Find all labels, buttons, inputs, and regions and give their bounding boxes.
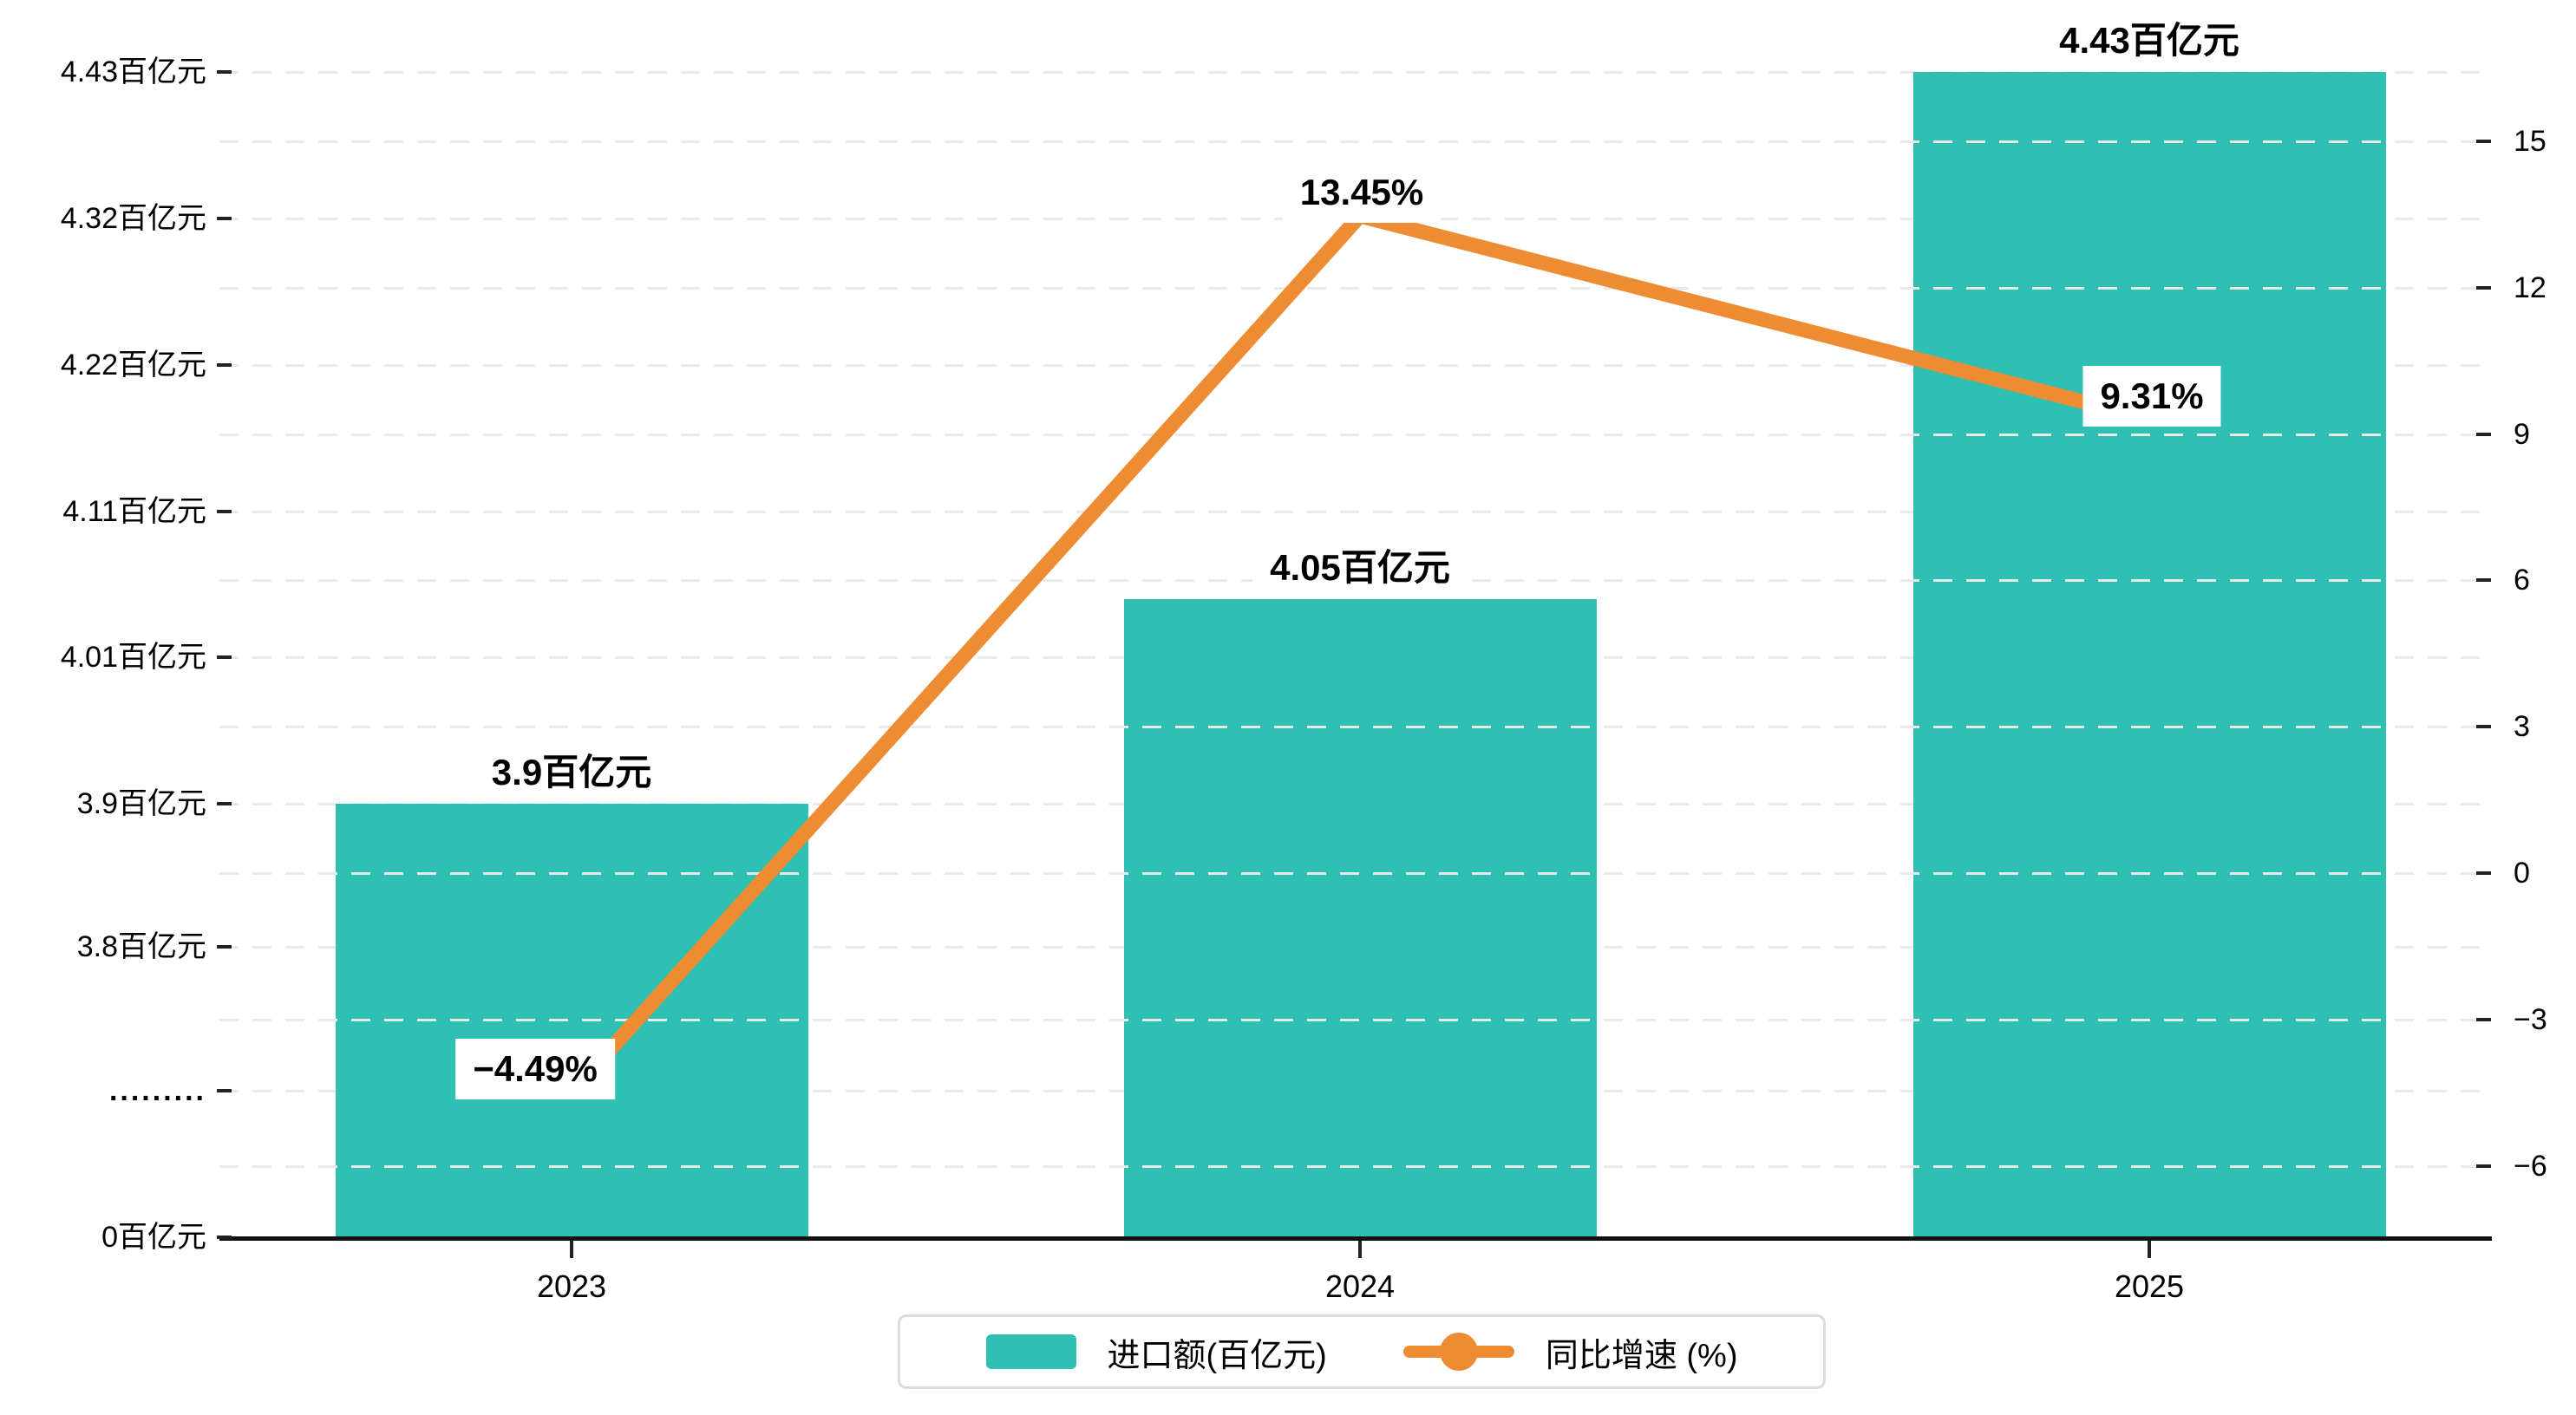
bar-series-swatch	[985, 1334, 1076, 1369]
bar-value-label: 4.43百亿元	[2042, 10, 2257, 71]
right-axis-tick	[2476, 140, 2491, 143]
left-axis-tick	[217, 1236, 232, 1239]
gridline-left-axis	[219, 511, 2492, 513]
x-axis-tick	[2148, 1241, 2151, 1258]
legend-item-growth[interactable]: 同比增速 (%)	[1402, 1328, 1738, 1376]
right-axis-tick-label: 9	[2514, 418, 2530, 451]
x-axis-category-label: 2023	[536, 1268, 607, 1304]
left-axis-tick	[217, 70, 232, 74]
left-axis-tick	[217, 363, 232, 367]
gridline-left-axis	[219, 71, 2492, 74]
legend: 进口额(百亿元) 同比增速 (%)	[898, 1314, 1826, 1389]
bar-value-label: 3.9百亿元	[474, 742, 670, 803]
right-axis-tick	[2476, 725, 2491, 728]
right-axis-tick-label: 0	[2514, 857, 2530, 890]
legend-label-growth: 同比增速 (%)	[1545, 1337, 1738, 1374]
left-axis-tick	[217, 802, 232, 805]
x-axis-tick	[1358, 1241, 1362, 1258]
gridline-right-axis	[219, 726, 2492, 728]
right-axis-tick-label: 3	[2514, 710, 2530, 743]
right-axis-tick-label: −3	[2514, 1003, 2547, 1036]
left-axis-tick-label: 3.9百亿元	[76, 787, 206, 820]
right-axis-tick-label: −6	[2514, 1150, 2547, 1183]
legend-label-imports: 进口额(百亿元)	[1107, 1337, 1327, 1374]
line-series-swatch	[1402, 1332, 1514, 1372]
gridline-right-axis	[219, 287, 2492, 290]
right-axis-tick	[2476, 871, 2491, 875]
left-axis-tick-label: 4.22百亿元	[60, 349, 206, 381]
left-axis-tick-label: .........	[108, 1074, 206, 1107]
right-axis-tick-label: 12	[2514, 271, 2547, 304]
line-swatch-dot	[1439, 1333, 1478, 1371]
left-axis-tick	[217, 945, 232, 949]
left-axis-tick-label: 4.01百亿元	[60, 641, 206, 674]
left-axis-tick-label: 4.11百亿元	[62, 495, 206, 528]
left-axis-tick	[217, 655, 232, 659]
left-axis-tick-label: 0百亿元	[101, 1221, 206, 1254]
right-axis-tick	[2476, 433, 2491, 436]
gridline-right-axis	[219, 434, 2492, 436]
gridline-right-axis	[219, 1165, 2492, 1168]
growth-value-label: 13.45%	[1282, 162, 1442, 223]
growth-value-label: 9.31%	[2082, 366, 2221, 427]
right-axis-tick	[2476, 578, 2491, 582]
left-axis-tick	[217, 217, 232, 220]
left-axis-tick-label: 4.32百亿元	[60, 202, 206, 235]
left-axis-tick	[217, 510, 232, 513]
right-axis-tick	[2476, 1164, 2491, 1168]
gridline-left-axis	[219, 364, 2492, 367]
right-axis-tick-label: 15	[2514, 125, 2547, 158]
right-axis-tick-label: 6	[2514, 564, 2530, 597]
left-axis-tick-label: 3.8百亿元	[76, 930, 206, 963]
right-axis-tick	[2476, 1018, 2491, 1021]
left-axis-tick-label: 4.43百亿元	[60, 55, 206, 88]
right-axis-tick	[2476, 286, 2491, 290]
bar-value-label: 4.05百亿元	[1252, 538, 1468, 598]
gridline-right-axis	[219, 140, 2492, 143]
gridline-right-axis	[219, 1019, 2492, 1021]
gridline-right-axis	[219, 872, 2492, 875]
x-axis-tick	[570, 1241, 573, 1258]
left-axis-tick	[217, 1089, 232, 1092]
bar-2024	[1123, 599, 1597, 1238]
x-axis-category-label: 2024	[1324, 1268, 1396, 1304]
x-axis-line	[219, 1236, 2492, 1241]
x-axis-category-label: 2025	[2114, 1268, 2185, 1304]
growth-value-label: −4.49%	[455, 1039, 615, 1099]
legend-item-imports[interactable]: 进口额(百亿元)	[985, 1328, 1327, 1376]
bar-2025	[1912, 72, 2386, 1238]
